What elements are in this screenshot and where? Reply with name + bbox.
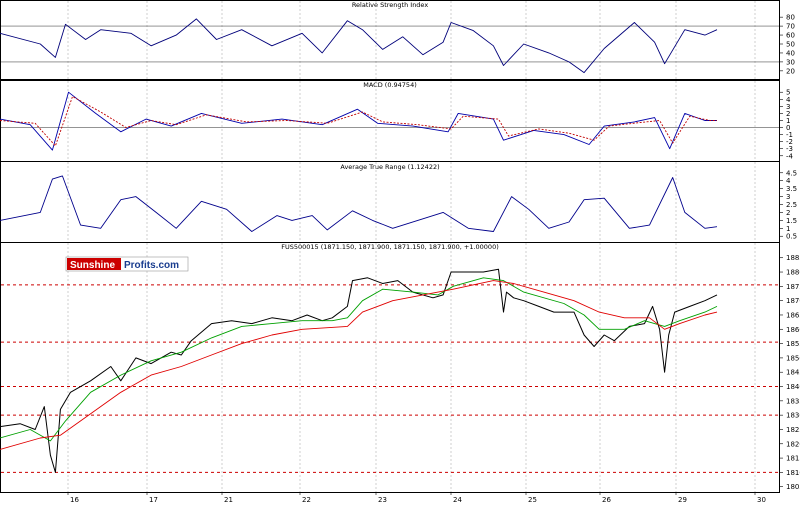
logo-red-block <box>67 258 121 270</box>
y-tick-label: 40 <box>786 49 795 57</box>
y-tick-label: 4.5 <box>786 169 797 177</box>
y-tick-label: 1885 <box>786 254 800 262</box>
y-tick-label: 1835 <box>786 397 800 405</box>
price-panel-frame <box>0 242 780 493</box>
macd-signal-line <box>0 96 717 147</box>
y-tick-label: 1825 <box>786 426 800 434</box>
y-tick-label: 0.5 <box>786 233 797 241</box>
x-tick-label: 25 <box>528 496 537 504</box>
x-axis-ticks: 16 17 21 22 23 24 25 26 29 30 <box>67 492 766 504</box>
y-tick-label: 1840 <box>786 383 800 391</box>
y-tick-label: 70 <box>786 23 795 31</box>
y-tick-label: 2.5 <box>786 201 797 209</box>
y-tick-label: 1870 <box>786 297 800 305</box>
y-tick-label: 80 <box>786 14 795 22</box>
x-tick-label: 22 <box>302 496 311 504</box>
y-tick-label: 1830 <box>786 412 800 420</box>
y-tick-label: 1850 <box>786 354 800 362</box>
y-tick-label: 60 <box>786 32 795 40</box>
x-tick-label: 24 <box>453 496 462 504</box>
macd-title: MACD (0.94754) <box>363 81 417 89</box>
y-tick-label: 0 <box>786 124 790 132</box>
y-tick-label: 1860 <box>786 326 800 334</box>
y-tick-label: -4 <box>786 152 794 160</box>
atr-line <box>0 175 718 232</box>
price-title: FUS500015 (1871.150, 1871.900, 1871.150,… <box>281 243 499 251</box>
y-tick-label: 1 <box>786 225 790 233</box>
y-tick-label: 1.5 <box>786 217 797 225</box>
slow-moving-average-line <box>0 280 718 450</box>
logo-part-profits: Profits.com <box>124 260 179 271</box>
rsi-line <box>0 18 718 74</box>
data-series <box>0 18 718 473</box>
panel-frames <box>0 0 780 493</box>
x-tick-label: 26 <box>602 496 611 504</box>
reference-lines <box>1 25 779 473</box>
y-tick-label: 20 <box>786 67 795 75</box>
rsi-title: Relative Strength Index <box>352 1 429 9</box>
y-tick-label: 50 <box>786 41 795 49</box>
x-tick-label: 16 <box>70 496 79 504</box>
x-tick-label: 23 <box>378 496 387 504</box>
y-tick-label: 1845 <box>786 369 800 377</box>
y-tick-label: 1810 <box>786 469 800 477</box>
y-tick-label: 1875 <box>786 283 800 291</box>
y-tick-label: -2 <box>786 138 793 146</box>
y-tick-label: -3 <box>786 145 793 153</box>
y-tick-label: 5 <box>786 89 790 97</box>
y-tick-label: 3 <box>786 193 790 201</box>
fast-moving-average-line <box>0 277 718 442</box>
y-tick-label: 30 <box>786 58 795 66</box>
logo-part-sunshine: Sunshine <box>70 260 115 271</box>
y-tick-label: 1 <box>786 117 790 125</box>
y-tick-label: 1880 <box>786 269 800 277</box>
y-tick-label: 1855 <box>786 340 800 348</box>
rsi-panel-frame <box>0 0 780 80</box>
y-tick-label: 3 <box>786 103 790 111</box>
x-tick-label: 30 <box>757 496 766 504</box>
y-tick-label: 3.5 <box>786 185 797 193</box>
y-tick-label: 4 <box>786 177 791 185</box>
y-tick-label: 4 <box>786 96 791 104</box>
x-tick-label: 17 <box>149 496 158 504</box>
price-line <box>0 268 718 473</box>
y-tick-label: 1815 <box>786 455 800 463</box>
y-tick-label: 2 <box>786 209 790 217</box>
y-tick-label: 1805 <box>786 483 800 491</box>
atr-title: Average True Range (1.12422) <box>340 163 439 171</box>
y-axis-ticks: 20304050607080543210-1-2-3-44.543.532.52… <box>780 14 800 491</box>
y-tick-label: 1865 <box>786 311 800 319</box>
y-tick-label: 1820 <box>786 440 800 448</box>
sunshine-profits-logo: Sunshine Profits.com <box>65 256 189 272</box>
x-tick-label: 21 <box>224 496 233 504</box>
y-tick-label: 2 <box>786 110 790 118</box>
y-tick-label: -1 <box>786 131 793 139</box>
x-tick-label: 29 <box>678 496 687 504</box>
macd-line <box>0 91 717 151</box>
